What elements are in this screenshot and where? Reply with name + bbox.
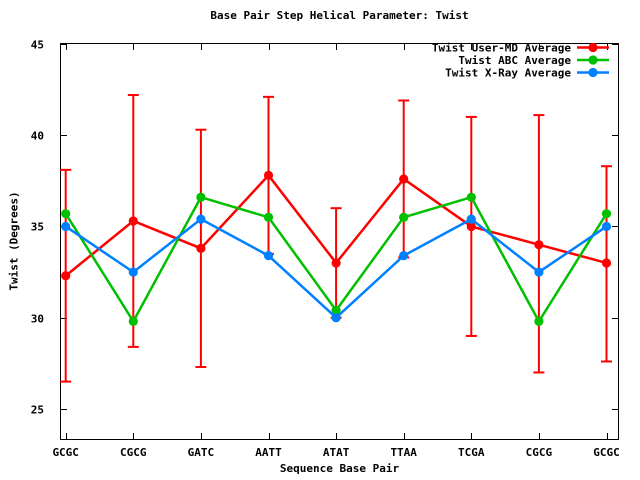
x-tick-label: CGCG [526, 446, 553, 459]
data-point [331, 258, 341, 268]
x-tick-label: TTAA [390, 446, 417, 459]
legend-marker [588, 67, 598, 78]
data-point [534, 316, 544, 326]
y-tick-label: 25 [31, 404, 44, 417]
x-tick-label: AATT [255, 446, 282, 459]
data-point [331, 305, 341, 316]
chart-title: Base Pair Step Helical Parameter: Twist [210, 9, 469, 22]
x-axis-label: Sequence Base Pair [279, 462, 400, 475]
legend-label: Twist ABC Average [458, 54, 571, 67]
x-tick-label: ATAT [323, 446, 350, 459]
data-point [196, 214, 206, 224]
y-tick-label: 30 [31, 313, 44, 326]
x-tick-label: GATC [188, 446, 215, 459]
x-tick-label: TCGA [458, 446, 485, 459]
y-tick-label: 40 [31, 130, 44, 143]
data-point [128, 316, 138, 326]
data-point [61, 209, 71, 219]
y-tick-label: 45 [31, 39, 44, 52]
data-point [601, 221, 612, 232]
data-point [331, 313, 341, 323]
legend-label: Twist X-Ray Average [445, 67, 571, 80]
data-point [263, 212, 274, 222]
data-point [196, 192, 206, 202]
data-point [399, 212, 409, 222]
data-point [534, 267, 544, 277]
data-point [61, 221, 71, 232]
data-point [601, 258, 612, 268]
plot-frame [60, 43, 619, 440]
legend-label: Twist User-MD Average [432, 42, 571, 55]
legend-marker [588, 42, 598, 53]
data-point [601, 209, 612, 219]
legend-marker [588, 55, 598, 65]
data-point [466, 192, 476, 202]
x-tick-label: GCGC [593, 446, 620, 459]
data-point [399, 251, 409, 261]
data-point [128, 216, 138, 226]
data-point [534, 240, 544, 250]
data-point [196, 243, 206, 253]
data-point [466, 214, 476, 224]
data-point [263, 170, 274, 180]
data-point [466, 221, 476, 232]
data-point [61, 271, 71, 281]
y-tick-label: 35 [31, 221, 44, 234]
data-point [263, 251, 274, 261]
data-point [399, 174, 409, 184]
data-point [128, 267, 138, 277]
y-axis-label: Twist (Degrees) [7, 191, 21, 291]
x-tick-label: CGCG [120, 446, 147, 459]
x-tick-label: GCGC [52, 446, 79, 459]
